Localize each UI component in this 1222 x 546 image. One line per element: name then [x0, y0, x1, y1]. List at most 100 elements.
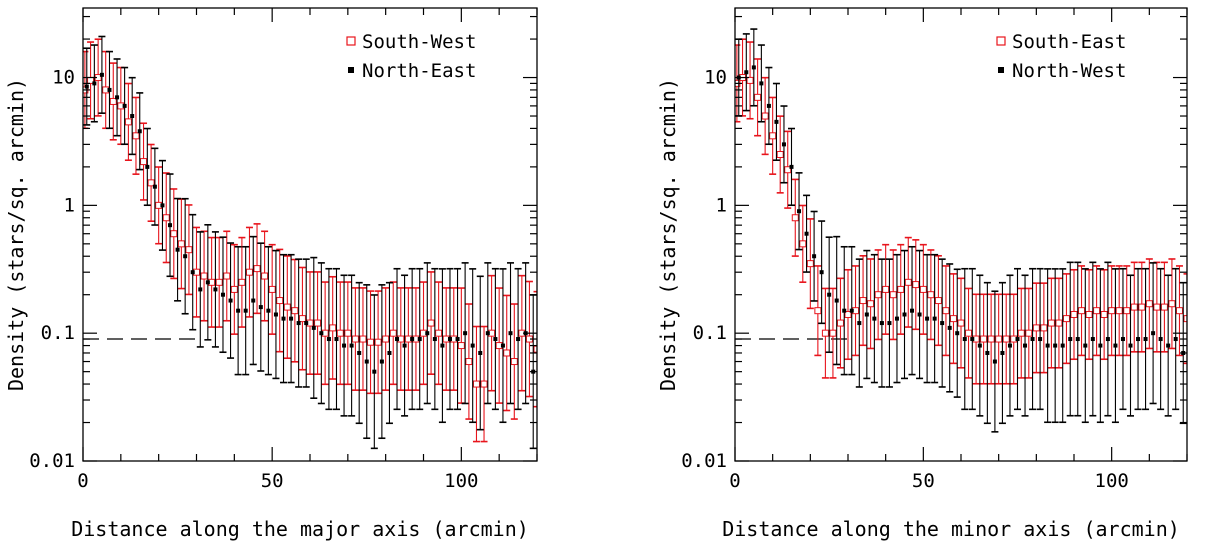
- x-tick-label: 50: [261, 470, 284, 492]
- data-point: [122, 103, 127, 108]
- data-point: [1062, 315, 1070, 323]
- data-point: [766, 103, 771, 108]
- data-point: [258, 305, 263, 310]
- series-north-west: [735, 28, 1187, 433]
- data-point: [776, 150, 784, 158]
- data-point: [508, 331, 513, 336]
- data-point: [427, 319, 435, 327]
- data-point: [970, 337, 975, 342]
- data-point: [342, 343, 347, 348]
- data-point: [962, 337, 967, 342]
- data-point: [463, 331, 468, 336]
- data-point: [137, 129, 142, 134]
- data-point: [917, 312, 922, 317]
- data-point: [478, 350, 483, 355]
- data-point: [367, 338, 375, 346]
- data-point: [1115, 307, 1123, 315]
- data-point: [947, 325, 952, 330]
- data-point: [1143, 337, 1148, 342]
- data-point: [326, 337, 331, 342]
- data-point: [1160, 303, 1168, 311]
- data-point: [1070, 311, 1078, 319]
- y-tick-label: 1: [716, 194, 727, 216]
- data-point: [389, 329, 397, 337]
- data-point: [382, 335, 390, 343]
- data-point: [1168, 300, 1176, 308]
- data-point: [834, 298, 839, 303]
- data-point: [334, 337, 339, 342]
- minor-axis-x-label: Distance along the minor axis (arcmin): [722, 517, 1180, 541]
- data-point: [1002, 335, 1010, 343]
- data-point: [84, 84, 89, 89]
- data-point: [510, 358, 518, 366]
- data-point: [205, 280, 210, 285]
- data-point: [175, 247, 180, 252]
- data-point: [503, 349, 511, 357]
- data-point: [789, 164, 794, 169]
- data-point: [887, 321, 892, 326]
- data-point: [289, 316, 294, 321]
- legend-marker-open-square: [346, 36, 356, 46]
- data-point: [955, 331, 960, 336]
- data-point: [1130, 303, 1138, 311]
- data-point: [190, 270, 195, 275]
- data-point: [940, 321, 945, 326]
- data-point: [1030, 337, 1035, 342]
- data-point: [1040, 324, 1048, 332]
- legend-marker-filled-square: [998, 67, 1004, 73]
- data-point: [1128, 343, 1133, 348]
- data-point: [1105, 337, 1110, 342]
- data-point: [410, 337, 415, 342]
- data-point: [1145, 300, 1153, 308]
- data-point: [200, 272, 208, 280]
- data-point: [364, 359, 369, 364]
- data-point: [115, 95, 120, 100]
- legend-label-north-east: North-East: [362, 60, 476, 82]
- data-point: [132, 132, 140, 140]
- data-point: [889, 291, 897, 299]
- data-point: [238, 278, 246, 286]
- data-point: [1007, 343, 1012, 348]
- data-point: [425, 331, 430, 336]
- data-point: [985, 350, 990, 355]
- y-tick-label: 0.1: [41, 322, 75, 344]
- data-point: [761, 112, 769, 120]
- data-point: [140, 158, 148, 166]
- data-point: [867, 300, 875, 308]
- data-point: [130, 114, 135, 119]
- data-point: [435, 329, 443, 337]
- data-point: [897, 285, 905, 293]
- data-point: [925, 316, 930, 321]
- data-point: [243, 308, 248, 313]
- y-tick-label: 1: [64, 194, 75, 216]
- data-point: [344, 329, 352, 337]
- data-point: [1045, 343, 1050, 348]
- data-point: [1025, 329, 1033, 337]
- data-point: [230, 285, 238, 293]
- data-point: [236, 308, 241, 313]
- legend-label-north-west: North-West: [1012, 60, 1126, 82]
- data-point: [311, 325, 316, 330]
- data-point: [296, 321, 301, 326]
- data-point: [1098, 343, 1103, 348]
- data-point: [1136, 337, 1141, 342]
- data-point: [1113, 343, 1118, 348]
- x-tick-label: 0: [729, 470, 740, 492]
- data-point: [806, 260, 814, 268]
- data-point: [314, 319, 322, 327]
- data-point: [447, 337, 452, 342]
- series-south-west: [83, 38, 537, 443]
- data-point: [402, 343, 407, 348]
- data-point: [168, 223, 173, 228]
- y-tick-label: 0.01: [681, 450, 727, 472]
- series-south-east: [735, 38, 1187, 385]
- data-point: [304, 321, 309, 326]
- data-point: [268, 285, 276, 293]
- data-point: [273, 312, 278, 317]
- data-point: [849, 308, 854, 313]
- data-point: [1083, 343, 1088, 348]
- data-point: [781, 142, 786, 147]
- data-point: [995, 335, 1003, 343]
- data-point: [177, 240, 185, 248]
- data-point: [215, 278, 223, 286]
